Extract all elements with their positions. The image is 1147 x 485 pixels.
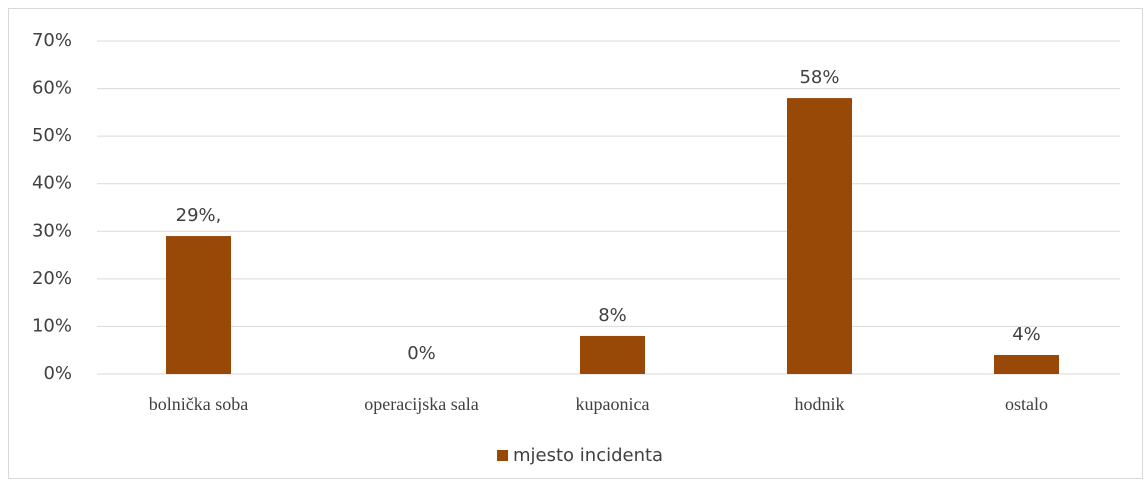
x-tick-label: bolnička soba — [149, 394, 248, 414]
data-label: 58% — [799, 67, 839, 88]
legend-label: mjesto incidenta — [513, 445, 663, 466]
bar — [166, 236, 231, 374]
bar — [994, 354, 1059, 374]
x-tick-label: kupaonica — [576, 394, 650, 414]
y-tick-label: 0% — [43, 363, 72, 384]
data-label: 4% — [1012, 324, 1041, 345]
y-tick-label: 10% — [32, 315, 72, 336]
y-tick-label: 40% — [32, 173, 72, 194]
y-tick-label: 30% — [32, 220, 72, 241]
data-label: 0% — [407, 343, 436, 364]
x-tick-label: operacijska sala — [364, 394, 478, 414]
y-tick-label: 50% — [32, 125, 72, 146]
y-tick-label: 60% — [32, 78, 72, 99]
x-tick-label: ostalo — [1005, 394, 1048, 414]
bar — [580, 335, 645, 374]
data-label: 8% — [598, 305, 627, 326]
y-tick-label: 20% — [32, 268, 72, 289]
y-tick-label: 70% — [32, 30, 72, 51]
x-tick-label: hodnik — [794, 394, 844, 414]
bar — [787, 98, 852, 374]
data-label: 29%, — [176, 205, 222, 226]
legend-swatch — [497, 450, 508, 461]
